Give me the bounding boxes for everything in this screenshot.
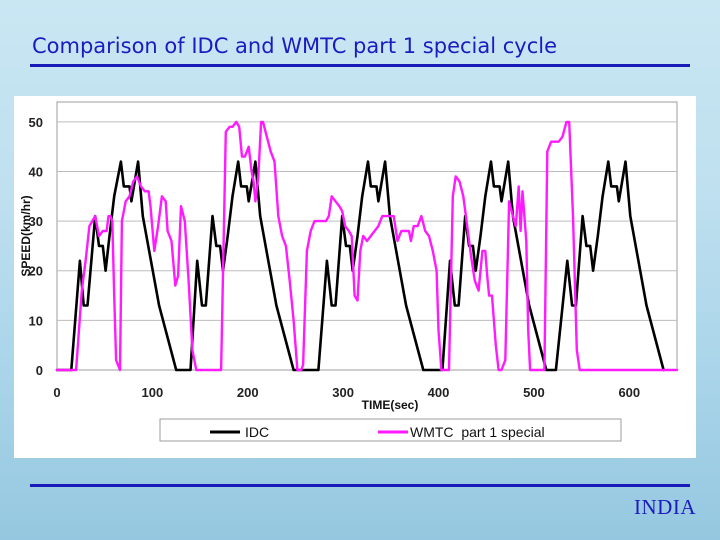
y-axis-title: SPEED(km/hr)	[19, 195, 33, 276]
x-tick-label: 600	[618, 385, 640, 400]
y-tick-label: 40	[29, 164, 43, 179]
x-tick-label: 400	[428, 385, 450, 400]
y-tick-labels: 0 10 20 30 40 50	[29, 115, 43, 378]
x-tick-label: 500	[523, 385, 545, 400]
series-layer	[55, 120, 679, 372]
footer-rule	[30, 484, 690, 487]
legend	[159, 418, 622, 442]
x-tick-label: 0	[53, 385, 60, 400]
x-tick-label: 100	[142, 385, 164, 400]
x-axis-title: TIME(sec)	[362, 398, 419, 412]
series-line-idc	[55, 160, 665, 372]
y-tick-label: 0	[36, 363, 43, 378]
y-tick-label: 20	[29, 264, 43, 279]
x-tick-labels: 0 100 200 300 400 500 600	[53, 385, 640, 400]
legend-label-idc: IDC	[245, 424, 269, 440]
footer-country-label: INDIA	[634, 495, 696, 519]
y-tick-label: 50	[29, 115, 43, 130]
title-underline	[30, 64, 690, 67]
series-line-wmtc	[55, 120, 679, 372]
y-tick-label: 10	[29, 313, 43, 328]
x-tick-label: 300	[332, 385, 354, 400]
y-tick-label: 30	[29, 214, 43, 229]
legend-label-wmtc: WMTC part 1 special	[410, 424, 545, 440]
x-tick-label: 200	[237, 385, 259, 400]
slide-title: Comparison of IDC and WMTC part 1 specia…	[32, 34, 558, 58]
